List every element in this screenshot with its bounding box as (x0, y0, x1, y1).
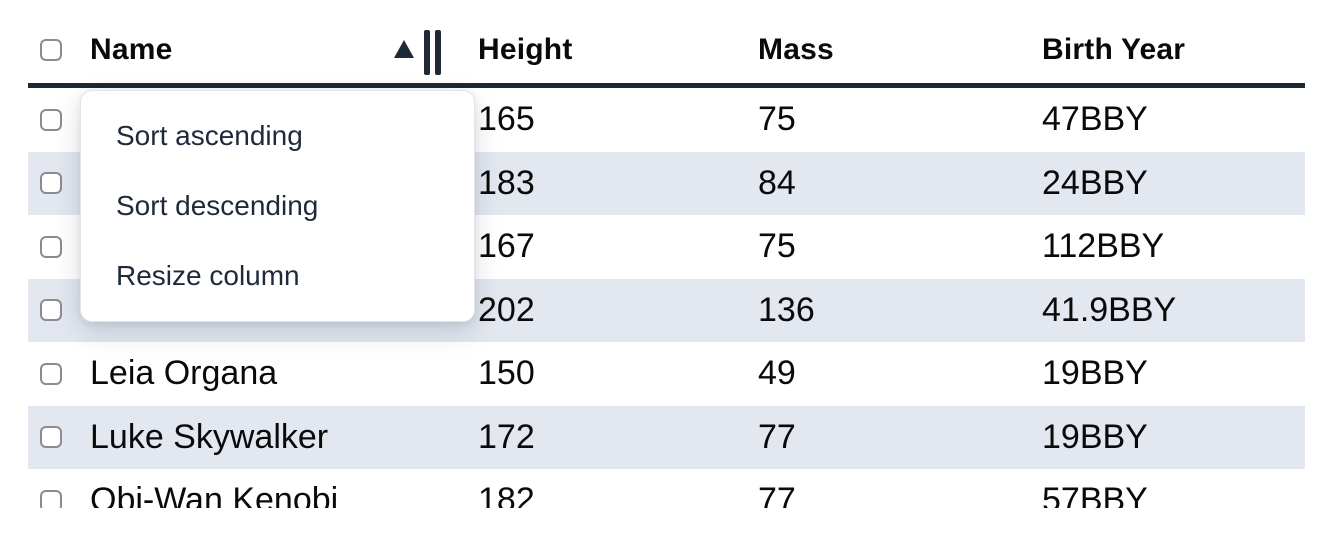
menu-item-sort-descending[interactable]: Sort descending (116, 190, 319, 221)
row-checkbox[interactable] (40, 235, 62, 258)
mass-cell: 75 (758, 227, 796, 266)
table-row[interactable]: Obi-Wan Kenobi 182 77 57BBY (28, 469, 1305, 508)
table-row[interactable]: Leia Organa 150 49 19BBY (28, 342, 1305, 406)
birth-year-cell: 24BBY (1042, 163, 1148, 202)
birth-year-cell: 57BBY (1042, 481, 1148, 508)
height-cell: 172 (478, 417, 535, 456)
height-cell: 150 (478, 354, 535, 393)
birth-year-cell: 19BBY (1042, 354, 1148, 393)
column-context-menu: Sort ascending Sort descending Resize co… (80, 90, 475, 322)
column-header-name-label: Name (90, 32, 173, 66)
column-header-height-label: Height (478, 32, 573, 66)
table-header-row: Name Height Mass Birth Year (28, 0, 1305, 88)
birth-year-cell: 41.9BBY (1042, 290, 1177, 329)
row-select-cell (28, 235, 78, 258)
row-checkbox[interactable] (40, 172, 62, 195)
row-select-cell (28, 108, 78, 131)
mass-cell: 136 (758, 290, 815, 329)
column-header-height[interactable]: Height (466, 0, 746, 83)
table-row[interactable]: 165 75 47BBY (28, 88, 1305, 152)
row-select-cell (28, 426, 78, 449)
height-cell: 202 (478, 290, 535, 329)
table-row[interactable]: Luke Skywalker 172 77 19BBY (28, 405, 1305, 469)
height-cell: 182 (478, 481, 535, 508)
row-select-cell (28, 489, 78, 508)
height-cell: 165 (478, 100, 535, 139)
row-checkbox[interactable] (40, 489, 62, 508)
name-cell: Luke Skywalker (90, 417, 329, 456)
mass-cell: 84 (758, 163, 796, 202)
height-cell: 183 (478, 163, 535, 202)
row-checkbox[interactable] (40, 108, 62, 131)
mass-cell: 77 (758, 417, 796, 456)
column-header-name[interactable]: Name (78, 0, 466, 83)
row-checkbox[interactable] (40, 426, 62, 449)
mass-cell: 49 (758, 354, 796, 393)
birth-year-cell: 112BBY (1042, 227, 1165, 266)
name-cell: Leia Organa (90, 354, 278, 393)
column-header-mass-label: Mass (758, 32, 834, 66)
sort-ascending-icon (394, 40, 414, 58)
select-all-checkbox[interactable] (40, 38, 62, 61)
row-checkbox[interactable] (40, 362, 62, 385)
mass-cell: 75 (758, 100, 796, 139)
header-select-cell (28, 0, 78, 83)
menu-item-sort-ascending[interactable]: Sort ascending (116, 120, 303, 151)
birth-year-cell: 47BBY (1042, 100, 1148, 139)
menu-item-resize-column[interactable]: Resize column (116, 260, 300, 291)
column-resize-handle[interactable] (424, 30, 441, 75)
row-checkbox[interactable] (40, 299, 62, 322)
column-header-birth-year[interactable]: Birth Year (1030, 0, 1305, 83)
height-cell: 167 (478, 227, 535, 266)
row-select-cell (28, 362, 78, 385)
column-header-mass[interactable]: Mass (746, 0, 1030, 83)
column-header-birth-year-label: Birth Year (1042, 32, 1186, 66)
mass-cell: 77 (758, 481, 796, 508)
row-select-cell (28, 172, 78, 195)
birth-year-cell: 19BBY (1042, 417, 1148, 456)
table-row[interactable]: 167 75 112BBY (28, 215, 1305, 279)
name-cell: Obi-Wan Kenobi (90, 481, 339, 508)
row-select-cell (28, 299, 78, 322)
